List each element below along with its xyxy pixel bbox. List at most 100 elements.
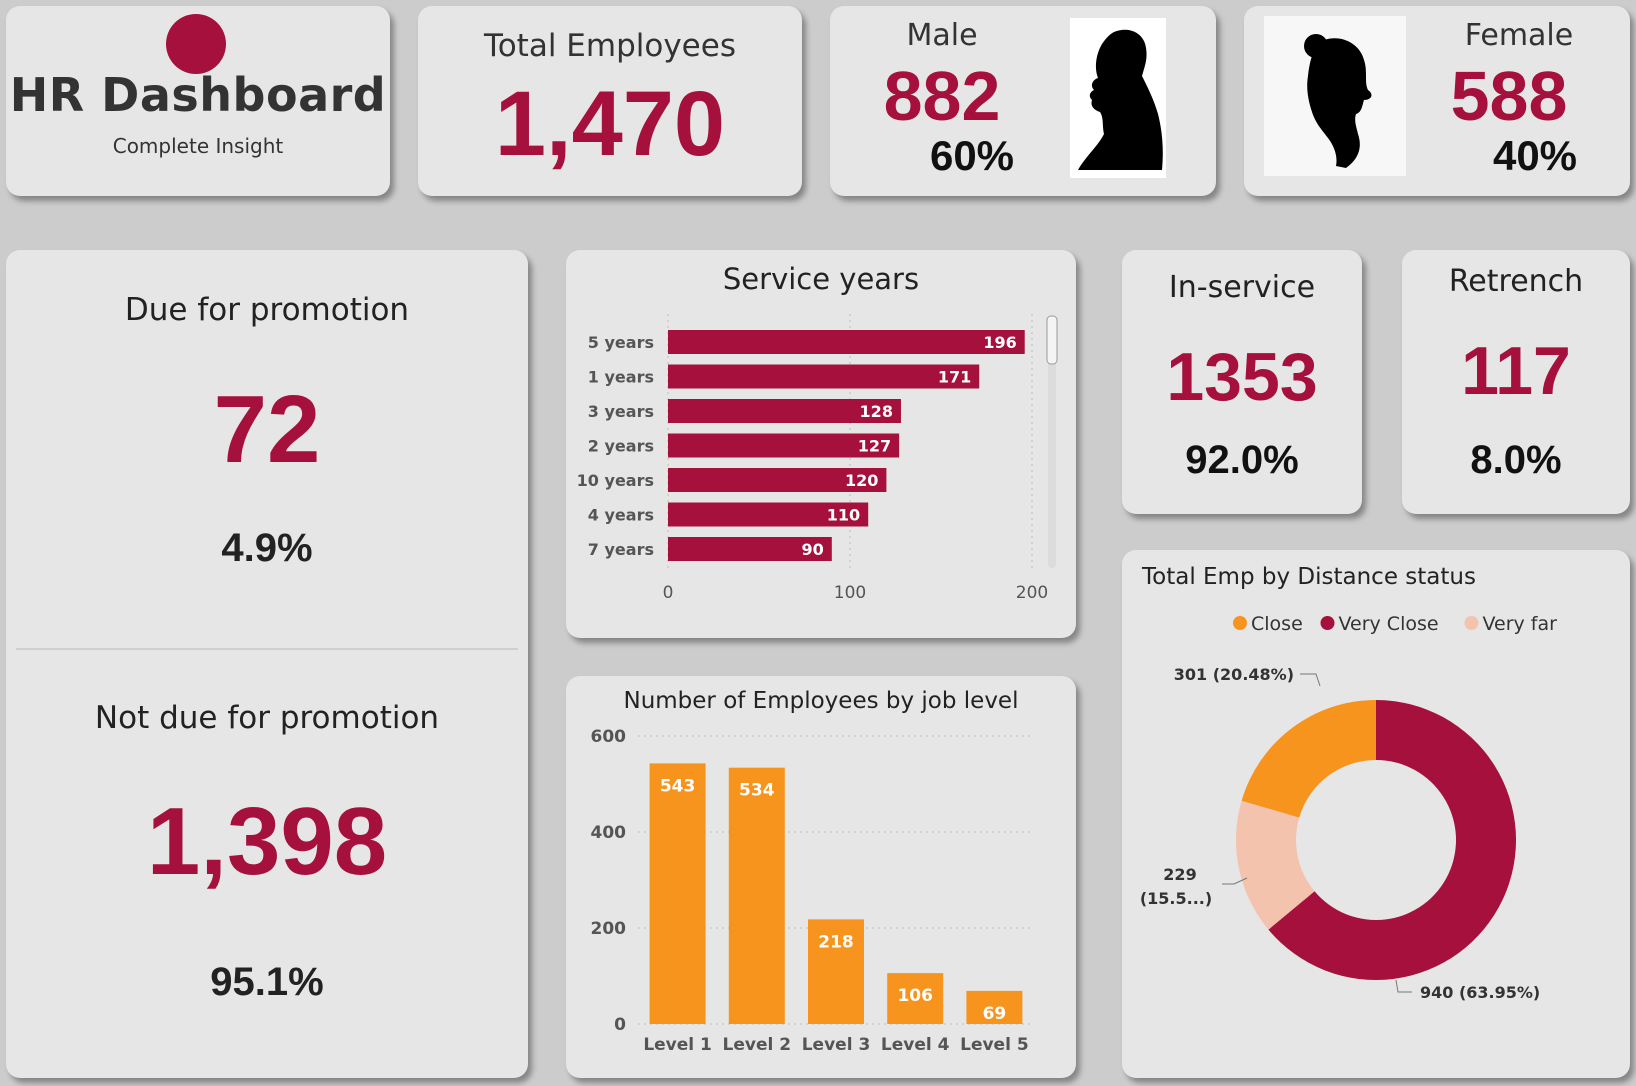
category-label: Level 3: [802, 1035, 871, 1055]
female-label: Female: [1464, 18, 1574, 53]
male-card: Male 882 60%: [830, 6, 1216, 196]
service-years-card: Service years 0 100 200 5 years 196 1 years 17…: [566, 250, 1076, 638]
legend-marker: [1233, 616, 1247, 630]
legend-label: Close: [1251, 613, 1303, 635]
bar: [668, 468, 887, 492]
in-service-card: In-service 1353 92.0%: [1122, 250, 1362, 514]
distance-card: Total Emp by Distance status Close Very C…: [1122, 550, 1630, 1078]
bar: [668, 502, 869, 527]
service-years-chart: 0 100 200 5 years 196 1 years 171 3 years 128 2 y…: [577, 314, 1058, 603]
bar: [668, 433, 900, 458]
female-card: Female 588 40%: [1244, 6, 1630, 196]
legend-marker: [1464, 616, 1479, 630]
category-label: 7 years: [588, 540, 654, 559]
bar: [668, 364, 980, 389]
donut-slice: [1241, 700, 1376, 818]
male-silhouette-icon: [1070, 18, 1166, 178]
retrench-percent: 8.0%: [1470, 438, 1562, 482]
category-label: Level 1: [643, 1035, 712, 1055]
divider: [16, 648, 518, 650]
job-level-card: Number of Employees by job level 0 200 400…: [566, 676, 1076, 1078]
retrench-card: Retrench 117 8.0%: [1402, 250, 1630, 514]
page-subtitle: Complete Insight: [112, 134, 284, 158]
category-label: 1 years: [588, 368, 654, 387]
scroll-track: [1048, 318, 1056, 568]
donut-slice: [1268, 700, 1516, 980]
data-label: 127: [858, 437, 891, 456]
category-label: 2 years: [588, 437, 654, 456]
bar: [728, 767, 785, 1024]
data-label: (15.5...): [1140, 889, 1212, 908]
data-label: 120: [845, 471, 878, 490]
leader-line: [1395, 979, 1412, 993]
x-tick-label: 0: [663, 583, 674, 603]
data-label: 69: [983, 1004, 1007, 1024]
male-label: Male: [906, 18, 978, 53]
in-service-value: 1353: [1166, 339, 1318, 415]
data-label: 229: [1163, 865, 1196, 884]
legend-label: Very far: [1483, 613, 1558, 635]
in-service-label: In-service: [1168, 270, 1316, 305]
bar: [966, 990, 1023, 1024]
data-label: 940 (63.95%): [1420, 983, 1540, 1002]
total-employees-value: 1,470: [494, 73, 726, 175]
legend-label: Very Close: [1339, 613, 1439, 635]
category-label: Level 5: [960, 1035, 1029, 1055]
page-title: HR Dashboard: [9, 68, 387, 122]
donut-slice: [1236, 800, 1315, 930]
bar: [668, 399, 901, 423]
bar: [668, 537, 832, 561]
job-level-title: Number of Employees by job level: [623, 688, 1019, 714]
retrench-value: 117: [1461, 333, 1571, 409]
promotion-card: Due for promotion 72 4.9% Not due for pr…: [6, 250, 528, 1078]
due-promotion-label: Due for promotion: [124, 292, 410, 328]
female-percent: 40%: [1492, 132, 1578, 179]
x-tick-label: 100: [834, 583, 866, 603]
female-value: 588: [1450, 57, 1568, 135]
female-silhouette-icon: [1264, 16, 1406, 176]
due-promotion-percent: 4.9%: [221, 526, 313, 570]
category-label: 3 years: [588, 402, 654, 421]
category-label: Level 2: [723, 1035, 792, 1055]
data-label: 543: [660, 776, 696, 796]
not-due-promotion-value: 1,398: [146, 788, 388, 895]
data-label: 218: [818, 932, 854, 952]
data-label: 171: [938, 368, 971, 387]
retrench-label: Retrench: [1448, 264, 1584, 299]
distance-title: Total Emp by Distance status: [1142, 564, 1476, 590]
title-card: HR Dashboard Complete Insight: [6, 6, 390, 196]
legend-marker: [1320, 616, 1335, 630]
bar: [808, 919, 864, 1024]
bar: [668, 330, 1025, 354]
scroll-thumb: [1046, 315, 1058, 365]
data-label: 301 (20.48%): [1174, 665, 1294, 684]
category-label: 4 years: [588, 506, 654, 525]
leader-line: [1300, 673, 1321, 687]
male-percent: 60%: [929, 132, 1015, 179]
total-employees-card: Total Employees 1,470: [418, 6, 802, 196]
data-label: 128: [860, 402, 893, 421]
not-due-promotion-percent: 95.1%: [210, 960, 324, 1004]
bar: [887, 973, 944, 1024]
total-employees-label: Total Employees: [484, 28, 736, 64]
category-label: 5 years: [588, 333, 654, 352]
data-label: 106: [897, 986, 933, 1006]
service-years-title: Service years: [722, 262, 920, 296]
bar: [649, 763, 706, 1024]
male-value: 882: [883, 57, 1001, 135]
data-label: 534: [739, 781, 775, 801]
y-tick-label: 600: [591, 727, 627, 747]
distance-chart: Close Very Close Very far 940 (63.95%) 229 (1…: [1140, 613, 1558, 1002]
due-promotion-value: 72: [213, 376, 321, 483]
data-label: 90: [802, 540, 824, 559]
y-tick-label: 400: [591, 823, 627, 843]
category-label: 10 years: [577, 471, 654, 490]
y-tick-label: 200: [591, 919, 627, 939]
x-tick-label: 200: [1016, 583, 1048, 603]
data-label: 196: [983, 333, 1016, 352]
red-circle-icon: [166, 14, 226, 74]
in-service-percent: 92.0%: [1185, 438, 1299, 482]
job-level-chart: 0 200 400 600 543 Level 1 534 Level 2 218 Level 3…: [591, 727, 1034, 1055]
not-due-promotion-label: Not due for promotion: [94, 700, 440, 736]
data-label: 110: [827, 506, 860, 525]
